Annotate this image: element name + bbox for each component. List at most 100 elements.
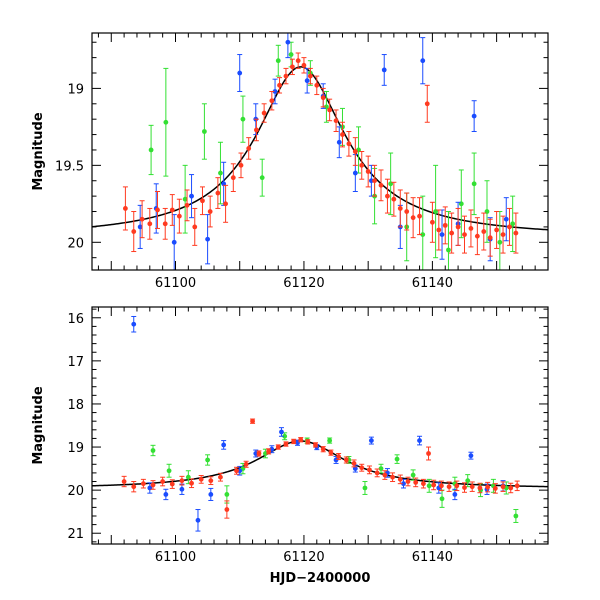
data-point-marker	[333, 118, 339, 124]
data-point-marker	[327, 438, 333, 443]
data-point-marker	[163, 492, 169, 497]
top-red-point	[474, 217, 480, 256]
bottom-series-red	[121, 418, 520, 519]
bottom-red-point	[313, 442, 319, 448]
data-point-marker	[378, 182, 384, 188]
data-point-marker	[162, 221, 168, 227]
data-point-marker	[481, 229, 487, 234]
top-red-point	[261, 103, 267, 123]
bottom-red-point	[426, 446, 432, 461]
data-point-marker	[150, 482, 156, 488]
top-y-tick-label: 19.5	[55, 159, 84, 174]
data-point-marker	[468, 226, 474, 231]
data-point-marker	[431, 482, 437, 488]
bottom-red-point	[390, 472, 396, 483]
top-red-point	[410, 197, 416, 239]
bottom-red-point	[169, 479, 175, 489]
data-point-marker	[452, 492, 458, 497]
top-red-point	[436, 209, 442, 251]
bottom-blue-point	[417, 435, 423, 446]
top-red-point	[223, 184, 229, 223]
bottom-red-point	[469, 481, 475, 492]
top-red-point	[230, 163, 236, 193]
bottom-blue-point	[468, 451, 474, 460]
top-red-point	[307, 67, 313, 85]
top-red-point	[283, 67, 289, 85]
data-point-marker	[250, 418, 255, 424]
top-red-point	[176, 198, 182, 234]
bottom-green-point	[282, 432, 288, 441]
bottom-y-tick-label: 18	[67, 398, 84, 413]
top-green-point	[497, 211, 503, 270]
bottom-red-point	[305, 439, 311, 445]
data-point-marker	[243, 461, 249, 467]
data-point-marker	[442, 222, 448, 228]
top-axes-frame	[91, 32, 549, 271]
data-point-marker	[185, 474, 191, 480]
top-red-point	[365, 155, 371, 188]
top-green-point	[163, 67, 169, 177]
data-point-marker	[230, 175, 236, 181]
data-point-marker	[147, 221, 153, 227]
data-point-marker	[201, 129, 207, 134]
bottom-red-point	[343, 456, 349, 464]
top-y-tick-label: 20	[67, 236, 84, 251]
data-point-marker	[346, 141, 352, 147]
data-point-marker	[362, 485, 368, 491]
data-point-marker	[420, 58, 426, 64]
data-point-marker	[139, 216, 145, 222]
bottom-y-tick-label: 16	[67, 312, 84, 327]
data-point-marker	[215, 190, 221, 196]
bottom-green-point	[465, 474, 471, 488]
bottom-x-axis-label: HJD−2400000	[270, 571, 371, 586]
data-point-marker	[340, 132, 345, 137]
data-point-marker	[261, 110, 267, 116]
top-red-point	[131, 211, 137, 253]
bottom-ticks	[92, 307, 549, 544]
top-green-point	[510, 195, 516, 253]
top-y-axis-label: Magnitude	[31, 112, 46, 191]
data-point-marker	[446, 247, 451, 253]
data-point-marker	[131, 229, 137, 234]
bottom-red-point	[477, 482, 483, 494]
bottom-red-point	[462, 482, 468, 493]
bottom-green-point	[262, 448, 268, 459]
bottom-red-point	[283, 441, 289, 447]
top-blue-point	[171, 214, 177, 270]
top-x-tick-label: 61120	[283, 276, 324, 291]
bottom-red-point	[243, 460, 249, 468]
bottom-x-tick-label: 61140	[412, 550, 453, 565]
data-point-marker	[514, 483, 520, 489]
bottom-red-point	[492, 483, 498, 494]
data-point-marker	[169, 481, 175, 487]
top-red-point	[442, 206, 448, 245]
top-blue-point	[221, 161, 227, 206]
top-red-point	[147, 207, 153, 240]
bottom-green-point	[513, 509, 519, 523]
bottom-x-tick-label: 61120	[283, 550, 324, 565]
data-point-marker	[471, 113, 477, 119]
data-point-marker	[195, 517, 201, 523]
data-point-marker	[507, 224, 512, 230]
top-green-point	[388, 152, 394, 216]
data-point-marker	[368, 438, 374, 443]
data-point-marker	[207, 209, 213, 214]
data-point-marker	[426, 451, 431, 456]
top-y-tick-label: 19	[67, 82, 84, 97]
top-red-point	[494, 211, 500, 249]
bottom-red-point	[140, 478, 146, 489]
bottom-series-blue	[131, 315, 506, 532]
top-red-point	[372, 164, 378, 197]
top-red-point	[320, 87, 326, 108]
data-point-marker	[468, 453, 474, 459]
top-blue-point	[381, 54, 387, 86]
bottom-green-point	[410, 469, 416, 481]
data-point-marker	[305, 439, 311, 445]
data-point-marker	[277, 82, 282, 88]
bottom-red-point	[351, 459, 357, 468]
top-green-point	[240, 95, 246, 143]
bottom-model-curve	[92, 440, 548, 488]
top-red-point	[481, 212, 487, 251]
bottom-red-point	[359, 463, 365, 472]
